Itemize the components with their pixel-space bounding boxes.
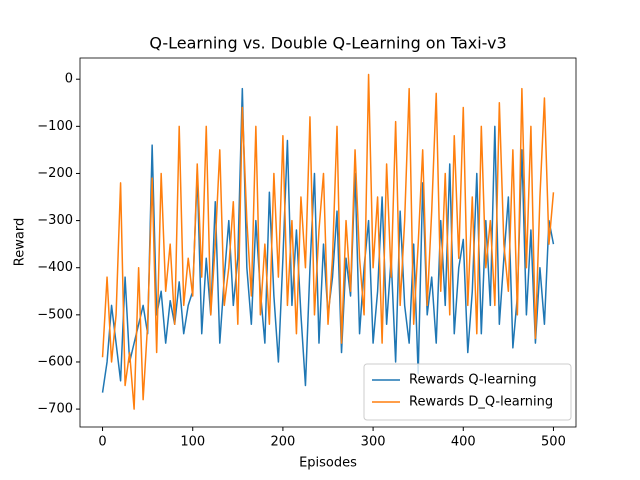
y-tick-label: −600 [37,354,73,369]
plot-frame [79,57,577,428]
y-tick-label: −400 [37,260,73,275]
x-axis-label: Episodes [299,456,357,471]
y-tick-label: 0 [65,72,73,87]
series-line [101,73,555,410]
x-tick-label: 0 [98,435,106,450]
x-tick-label: 500 [541,435,566,450]
y-axis-label: Reward [13,218,28,266]
chart-title: Q-Learning vs. Double Q-Learning on Taxi… [149,34,506,53]
legend-label: Rewards Q-learning [409,373,537,388]
x-tick-label: 300 [361,435,386,450]
series-line [101,87,555,393]
y-tick-label: −500 [37,307,73,322]
y-tick-label: −100 [37,119,73,134]
y-tick-label: −700 [37,402,73,417]
x-tick-label: 200 [270,435,295,450]
y-tick-label: −300 [37,213,73,228]
y-tick-label: −200 [37,166,73,181]
x-tick-label: 100 [180,435,205,450]
x-tick-label: 400 [451,435,476,450]
legend-label: Rewards D_Q-learning [409,395,553,410]
legend-box [363,363,572,421]
